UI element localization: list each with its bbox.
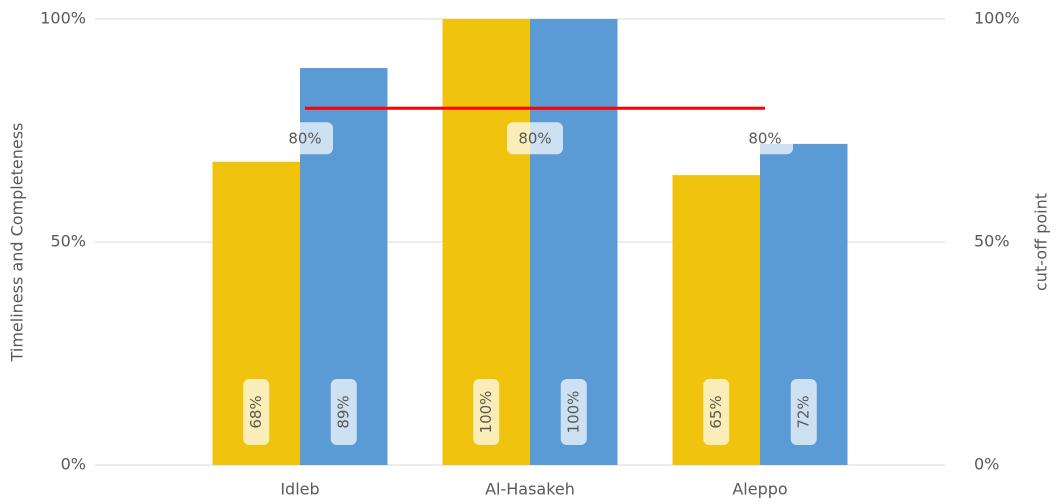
data-label: 65% [707, 395, 725, 428]
data-label-box [790, 379, 817, 445]
x-tick-label: Idleb [280, 480, 319, 499]
y2-axis-title: cut-off point [1032, 193, 1051, 291]
data-label: 80% [748, 130, 781, 148]
data-label-box [737, 122, 793, 155]
y-axis-title: Timeliness and Completeness [8, 123, 27, 363]
data-label-box [703, 379, 730, 445]
data-label: 89% [334, 395, 352, 428]
data-label: 68% [247, 395, 265, 428]
data-label: 72% [794, 395, 812, 428]
data-label: 80% [518, 130, 551, 148]
y2-tick-label: 100% [974, 9, 1020, 28]
data-label-box [330, 379, 357, 445]
y2-tick-label: 50% [974, 232, 1010, 251]
data-label-box [507, 122, 563, 155]
data-label: 100% [564, 391, 582, 434]
data-label: 80% [288, 130, 321, 148]
data-label: 100% [477, 391, 495, 434]
y-tick-label: 50% [50, 232, 86, 251]
x-tick-label: Aleppo [732, 480, 787, 499]
y-tick-label: 100% [40, 9, 86, 28]
y-tick-label: 0% [61, 455, 86, 474]
data-label-box [560, 379, 587, 445]
x-tick-label: Al-Hasakeh [485, 480, 575, 499]
data-label-box [473, 379, 500, 445]
data-label-box [277, 122, 333, 155]
y2-tick-label: 0% [974, 455, 999, 474]
data-label-box [243, 379, 270, 445]
